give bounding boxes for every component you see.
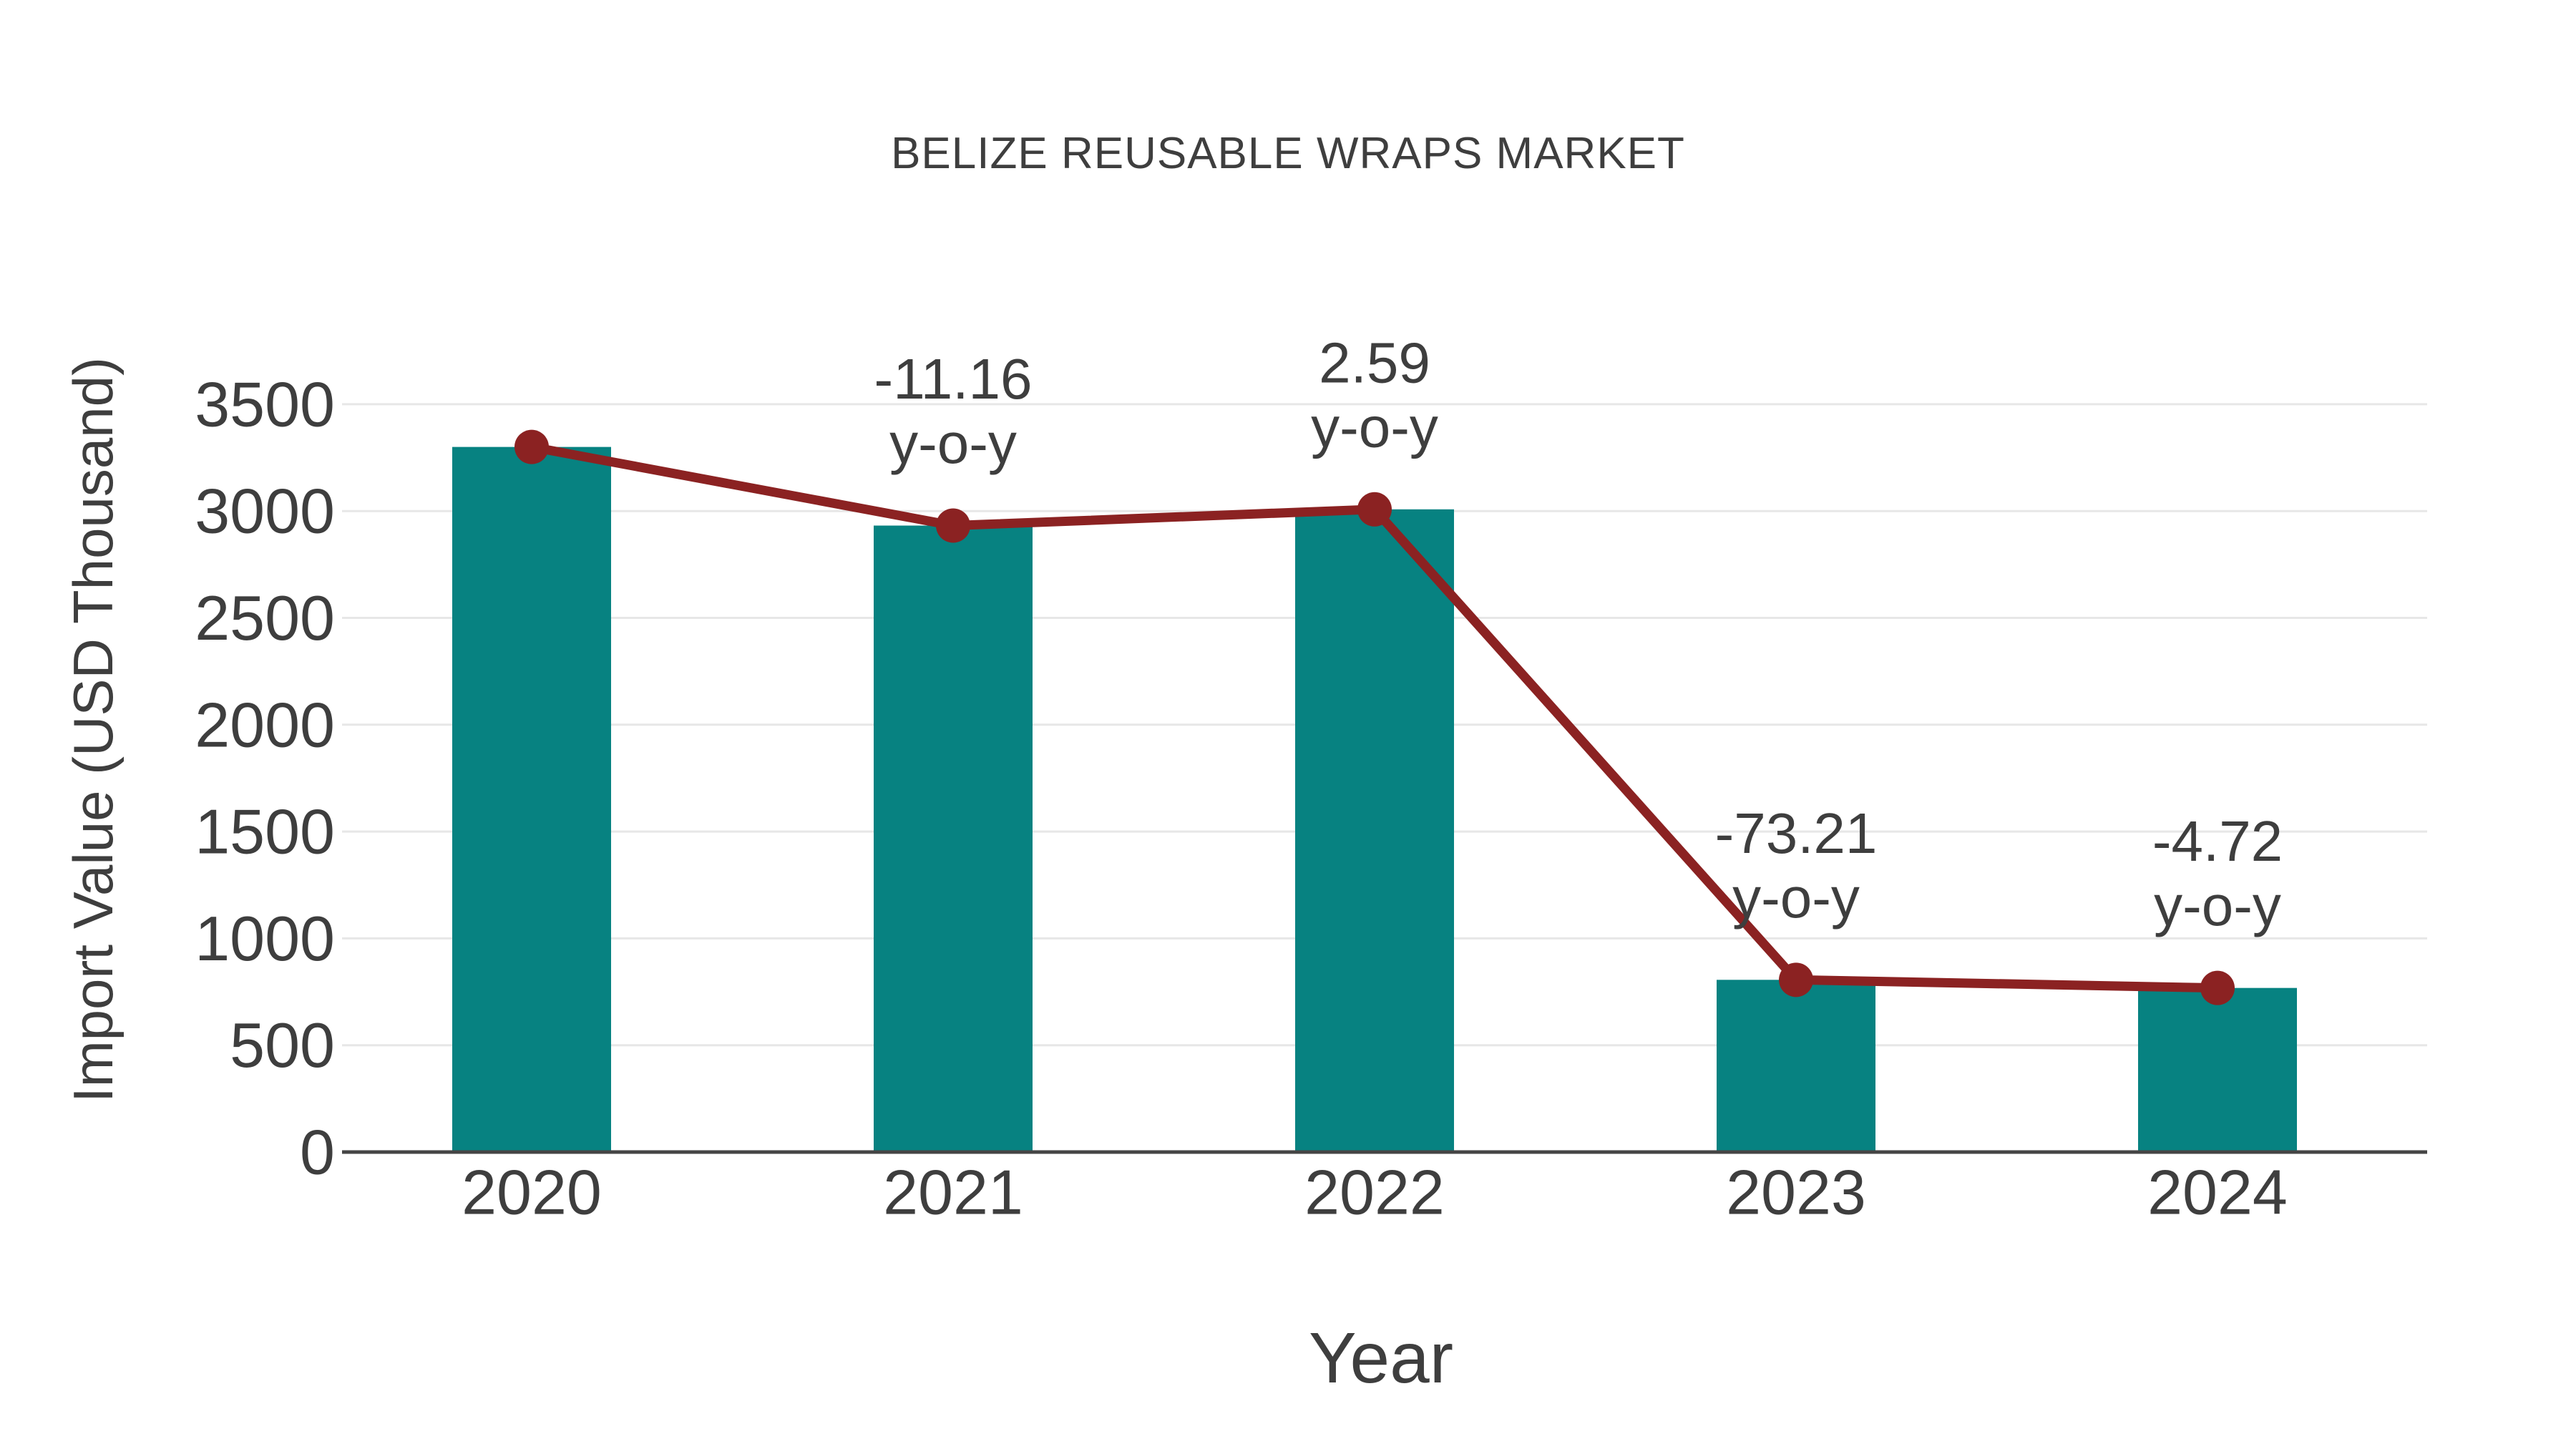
yoy-suffix-2024: y-o-y xyxy=(2154,874,2281,937)
yoy-suffix-2022: y-o-y xyxy=(1311,395,1438,459)
x-tick-label-2022: 2022 xyxy=(1304,1157,1445,1228)
x-tick-label-2024: 2024 xyxy=(2147,1157,2288,1228)
x-tick-labels: 2020 2021 2022 2023 2024 xyxy=(462,1157,2288,1228)
chart-title: BELIZE REUSABLE WRAPS MARKET xyxy=(891,129,1685,178)
yoy-value-2024: -4.72 xyxy=(2152,809,2283,873)
marker-2022 xyxy=(1357,492,1392,527)
bar-2020 xyxy=(452,447,611,1151)
x-axis-title: Year xyxy=(1308,1318,1454,1398)
yoy-value-2022: 2.59 xyxy=(1319,331,1430,394)
bar-2023 xyxy=(1717,980,1875,1151)
y-tick-label-2500: 2500 xyxy=(195,582,335,653)
y-tick-label-3500: 3500 xyxy=(195,369,335,439)
yoy-suffix-2023: y-o-y xyxy=(1732,866,1860,930)
bars xyxy=(452,447,2297,1151)
bar-2021 xyxy=(874,525,1033,1151)
bar-2022 xyxy=(1295,509,1454,1151)
y-tick-label-2000: 2000 xyxy=(195,689,335,760)
yoy-annotations: -11.16y-o-y2.59y-o-y-73.21y-o-y-4.72y-o-… xyxy=(874,331,2283,937)
y-tick-label-0: 0 xyxy=(300,1117,335,1188)
y-tick-labels: 0 500 1000 1500 2000 2500 3000 3500 xyxy=(195,369,335,1187)
y-tick-label-1500: 1500 xyxy=(195,796,335,867)
marker-2024 xyxy=(2200,970,2235,1005)
marker-2020 xyxy=(514,429,549,464)
marker-2021 xyxy=(936,508,970,543)
x-tick-label-2023: 2023 xyxy=(1726,1157,1866,1228)
marker-2023 xyxy=(1779,962,1813,997)
yoy-suffix-2021: y-o-y xyxy=(889,411,1017,475)
x-tick-label-2021: 2021 xyxy=(883,1157,1023,1228)
y-tick-label-500: 500 xyxy=(230,1010,335,1080)
yoy-value-2023: -73.21 xyxy=(1715,801,1878,865)
yoy-value-2021: -11.16 xyxy=(874,347,1033,411)
trend-markers xyxy=(514,429,2235,1005)
y-tick-label-1000: 1000 xyxy=(195,903,335,974)
y-tick-label-3000: 3000 xyxy=(195,476,335,547)
bar-2024 xyxy=(2138,987,2297,1151)
x-tick-label-2020: 2020 xyxy=(462,1157,602,1228)
